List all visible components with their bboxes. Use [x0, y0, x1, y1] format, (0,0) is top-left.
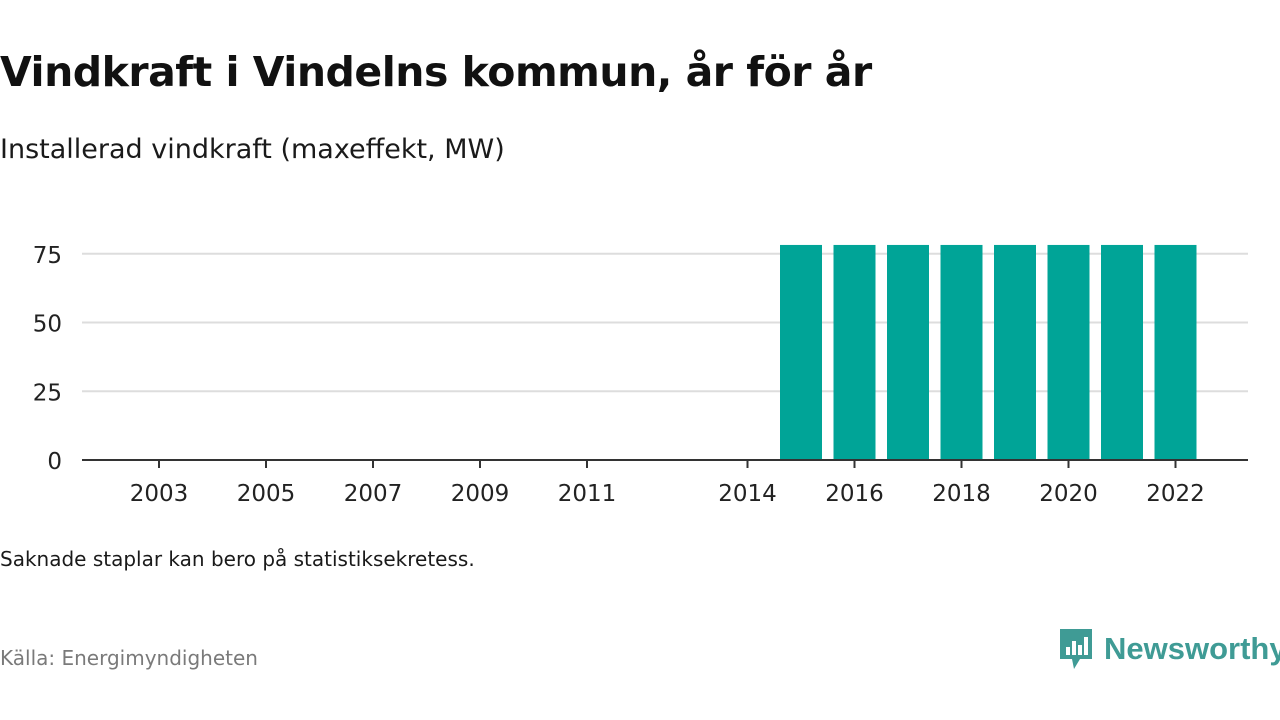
x-tick-label: 2022	[1146, 481, 1205, 507]
brand-logo: Newsworthy	[1058, 627, 1280, 671]
brand-name: Newsworthy	[1104, 631, 1280, 666]
bar-2020	[1047, 244, 1090, 460]
x-tick-label: 2018	[932, 481, 991, 507]
x-tick-label: 2007	[344, 481, 403, 507]
x-tick-label: 2020	[1039, 481, 1098, 507]
bar-2018	[940, 244, 983, 460]
x-tick-label: 2003	[130, 481, 189, 507]
footnote: Saknade staplar kan bero på statistiksek…	[0, 547, 475, 571]
bar-chart: 0 25 50 75 2003 2005 2007 2009 2011 2014 2016 2018 2…	[33, 243, 1248, 507]
bar-2017	[887, 244, 929, 460]
x-tick-label: 2016	[825, 481, 884, 507]
x-tick-label: 2009	[451, 481, 510, 507]
newsworthy-logo-icon	[1060, 629, 1092, 669]
chart-subtitle: Installerad vindkraft (maxeffekt, MW)	[0, 134, 505, 165]
y-tick-label: 50	[33, 312, 62, 338]
y-tick-label: 0	[47, 449, 62, 475]
bar-2022	[1154, 244, 1197, 460]
y-tick-label: 75	[33, 243, 62, 269]
source-credit: Källa: Energimyndigheten	[0, 646, 258, 670]
chart-title: Vindkraft i Vindelns kommun, år för år	[0, 48, 872, 96]
x-tick-label: 2011	[558, 481, 617, 507]
bar-2019	[994, 244, 1036, 460]
bars	[780, 244, 1197, 460]
x-tick-label: 2014	[718, 481, 777, 507]
bar-2021	[1101, 244, 1143, 460]
axes: 0 25 50 75 2003 2005 2007 2009 2011 2014 2016 2018 2…	[33, 243, 1248, 507]
bar-2016	[833, 244, 876, 460]
x-tick-label: 2005	[237, 481, 296, 507]
bar-2015	[780, 244, 822, 460]
y-tick-label: 25	[33, 380, 62, 406]
